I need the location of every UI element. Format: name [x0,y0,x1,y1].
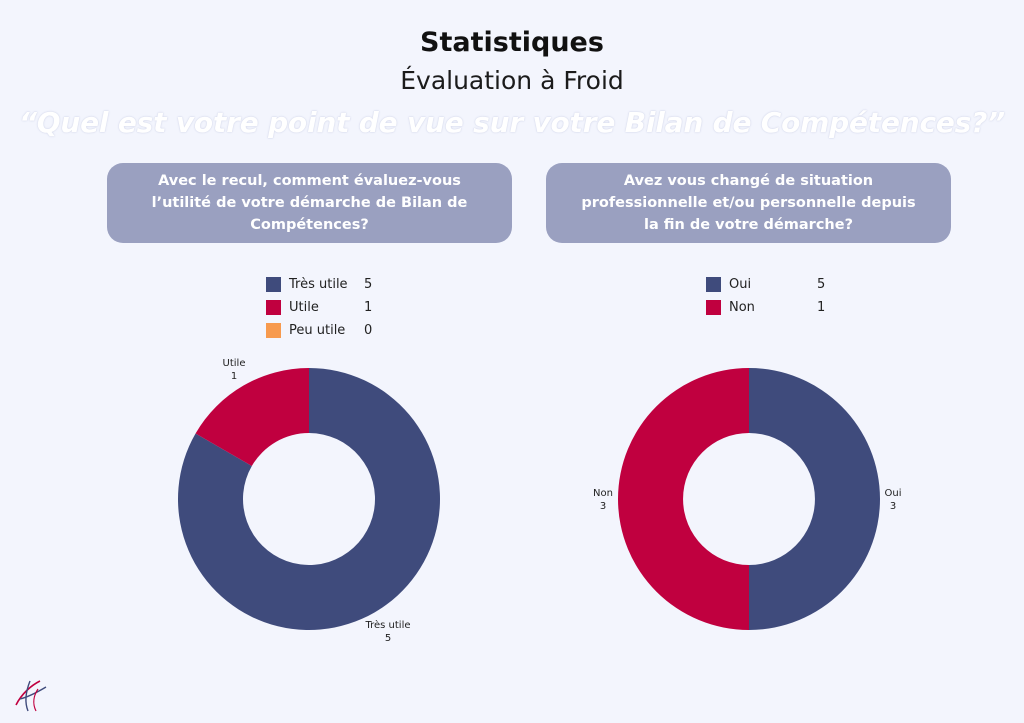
survey-question-heading: “Quel est votre point de vue sur votre B… [18,106,1006,139]
slice-label-value: 3 [600,501,606,512]
legend-swatch [266,323,281,338]
legend-item: Oui 5 [706,273,825,296]
donut-slice-oui [749,368,880,630]
legend-count: 5 [817,277,826,292]
legend-swatch [706,277,721,292]
brand-logo-icon [15,680,47,712]
legend-swatch [266,300,281,315]
legend-count: 1 [364,300,373,315]
legend-label: Oui [729,277,752,292]
slice-label-value: 5 [385,633,391,644]
legend-swatch [266,277,281,292]
legend-item: Peu utile 0 [266,319,372,342]
slice-label-value: 1 [231,371,237,382]
slice-label-value: 3 [890,501,896,512]
legend-label: Non [729,300,755,315]
question-box-usefulness: Avec le recul, comment évaluez-vous l’ut… [107,163,512,243]
legend-situation-change: Oui 5 Non 1 [706,273,825,319]
slice-label-name: Très utile [364,619,410,631]
legend-item: Utile 1 [266,296,372,319]
question-text-situation-change: Avez vous changé de situation profession… [581,173,916,233]
legend-usefulness: Très utile 5 Utile 1 Peu utile 0 [266,273,372,342]
legend-item: Très utile 5 [266,273,372,296]
legend-label: Très utile [289,277,348,292]
page-subtitle: Évaluation à Froid [400,66,624,95]
legend-item: Non 1 [706,296,825,319]
slice-label-name: Utile [223,358,246,369]
page-title: Statistiques [420,27,604,58]
legend-count: 0 [364,323,373,338]
question-box-situation-change: Avez vous changé de situation profession… [546,163,951,243]
legend-count: 5 [364,277,373,292]
donut-slice-non [618,368,749,630]
donut-slice-très-utile [178,368,441,631]
legend-label: Utile [289,300,319,315]
legend-swatch [706,300,721,315]
legend-count: 1 [817,300,826,315]
question-text-usefulness: Avec le recul, comment évaluez-vous l’ut… [151,173,468,233]
slice-label-name: Oui [885,488,902,499]
donut-slice-utile [195,368,309,466]
legend-label: Peu utile [289,323,346,338]
slice-label-name: Non [593,488,613,499]
